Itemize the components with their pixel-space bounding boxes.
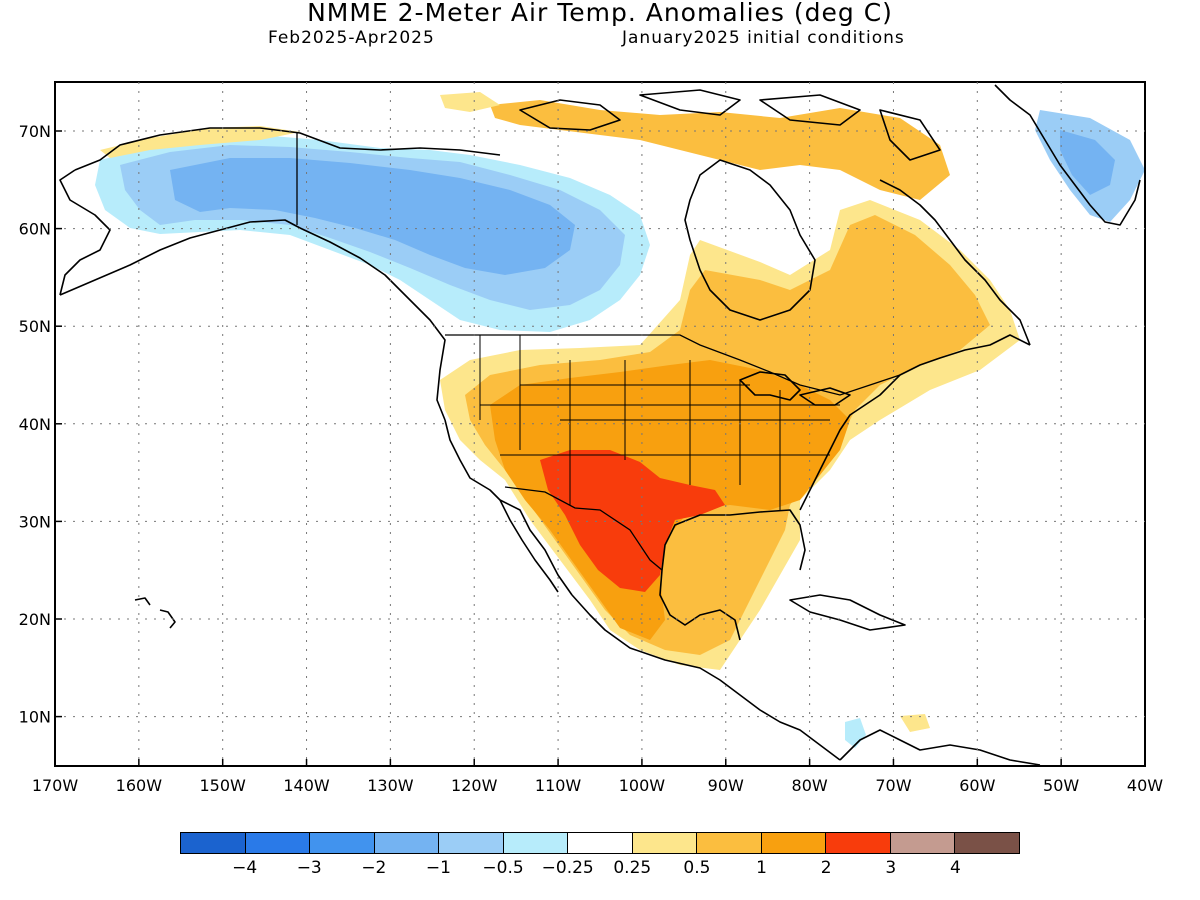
lon-label: 90W — [708, 776, 744, 795]
canada-east-coast — [879, 179, 1031, 346]
color-swatch — [374, 833, 440, 853]
latitude-labels: 70N 60N 50N 40N 30N 20N 10N — [19, 122, 51, 727]
lon-label: 160W — [116, 776, 163, 795]
warm-region-caribbean — [900, 714, 930, 732]
color-bar-label: −0.25 — [541, 858, 594, 878]
color-swatch — [568, 833, 633, 853]
us-east-coast — [799, 334, 1031, 511]
hudson-bay — [684, 159, 816, 321]
color-bar-label: 1 — [756, 858, 767, 878]
color-swatch — [632, 833, 698, 853]
mexico-west-coast — [571, 594, 841, 761]
lat-label: 30N — [19, 512, 51, 531]
lat-label: 50N — [19, 317, 51, 336]
color-bar-label: −3 — [296, 858, 322, 878]
lat-label: 60N — [19, 220, 51, 239]
color-bar-label: 0.5 — [683, 858, 711, 878]
color-swatch — [955, 833, 1019, 853]
lat-label: 10N — [19, 708, 51, 727]
color-swatch — [439, 833, 504, 853]
color-swatch — [245, 833, 311, 853]
color-swatch — [890, 833, 956, 853]
us-state-lines — [479, 335, 840, 510]
gulf-coast — [659, 509, 806, 641]
longitude-labels: 170W 160W 150W 140W 130W 120W 110W 100W 90W 80W 70… — [32, 776, 1163, 795]
lon-label: 70W — [875, 776, 911, 795]
initial-conditions: January2025 initial conditions — [622, 28, 905, 48]
color-bar-label: −0.5 — [482, 858, 524, 878]
color-bar-label: 4 — [949, 858, 961, 878]
lon-label: 130W — [367, 776, 414, 795]
lon-label: 60W — [959, 776, 995, 795]
coastlines — [59, 84, 1141, 766]
lon-label: 140W — [283, 776, 330, 795]
political-borders — [296, 133, 901, 571]
color-bar-label: 2 — [820, 858, 832, 878]
us-canada-border — [445, 334, 901, 396]
color-bar-label: −1 — [425, 858, 451, 878]
lon-label: 110W — [535, 776, 582, 795]
alaska-west-coast — [59, 169, 111, 296]
lon-label: 40W — [1127, 776, 1163, 795]
alaska-coast — [59, 219, 446, 421]
baja-peninsula — [499, 499, 559, 593]
lat-label: 40N — [19, 415, 51, 434]
cold-region-greenland-inner — [1060, 130, 1115, 195]
forecast-period: Feb2025-Apr2025 — [268, 28, 435, 48]
warm-region-arctic-edge — [440, 92, 500, 112]
central-america — [839, 729, 1041, 766]
lon-label: 150W — [200, 776, 247, 795]
color-bar — [180, 832, 1020, 854]
color-swatch — [826, 833, 891, 853]
color-swatch — [503, 833, 569, 853]
us-mexico-border — [504, 486, 663, 571]
great-lakes — [739, 371, 851, 406]
lon-label: 120W — [451, 776, 498, 795]
graticule — [54, 82, 1146, 766]
lon-label: 100W — [619, 776, 666, 795]
color-bar-label: 3 — [885, 858, 897, 878]
lon-label: 50W — [1043, 776, 1079, 795]
color-bar-label: −2 — [361, 858, 387, 878]
lat-label: 20N — [19, 610, 51, 629]
cuba — [789, 594, 906, 631]
color-swatch — [761, 833, 827, 853]
color-swatch — [697, 833, 762, 853]
color-bar-label: −4 — [232, 858, 258, 878]
color-swatch — [310, 833, 375, 853]
lat-label: 70N — [19, 122, 51, 141]
lon-label: 80W — [792, 776, 828, 795]
map-title: NMME 2-Meter Air Temp. Anomalies (deg C) — [307, 0, 893, 27]
greenland-coast — [994, 84, 1141, 226]
arctic-islands — [519, 89, 941, 161]
color-swatch — [181, 833, 246, 853]
hawaii — [134, 597, 176, 629]
color-bar-label: 0.25 — [613, 858, 652, 878]
lon-label: 170W — [32, 776, 79, 795]
warm-region-alaska-edge — [100, 126, 300, 158]
